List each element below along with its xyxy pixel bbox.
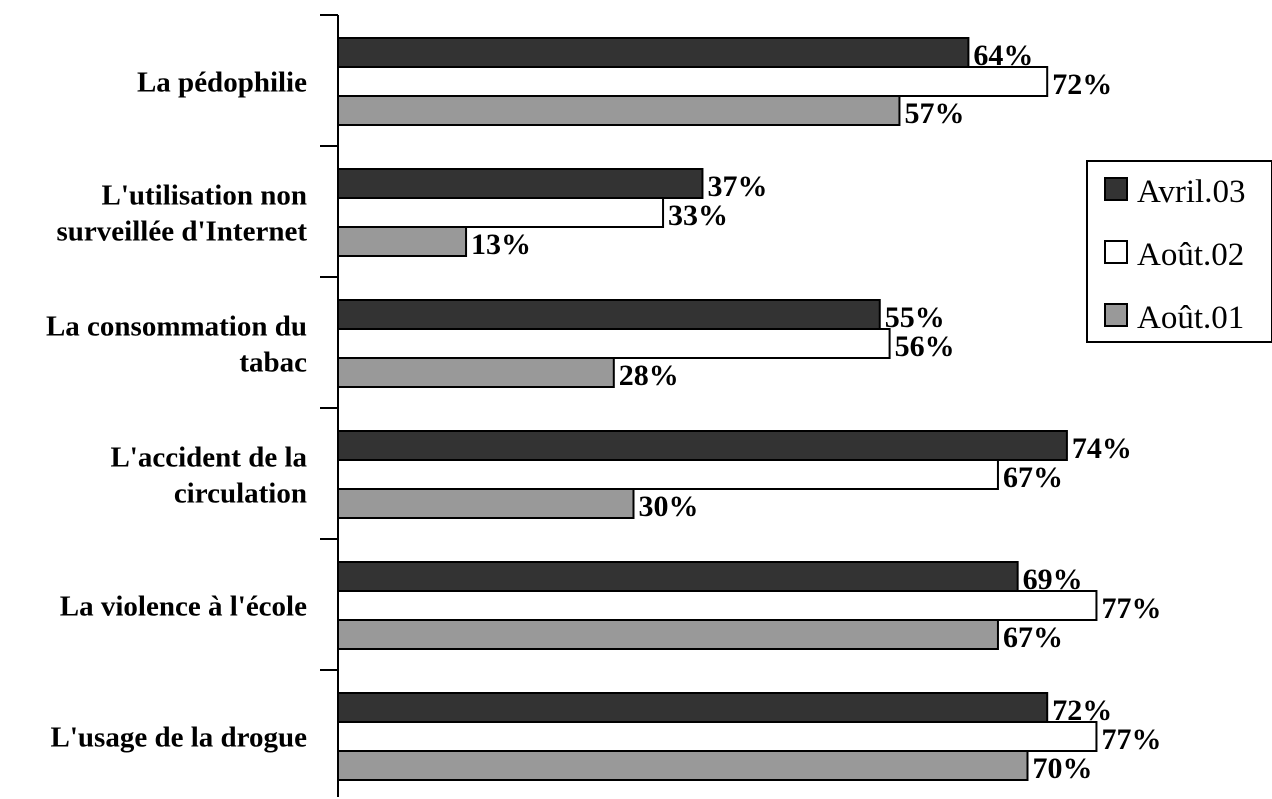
data-label: 72%	[1052, 68, 1112, 101]
bars: 64%72%57%37%33%13%55%56%28%74%67%30%69%7…	[337, 37, 1161, 785]
bar-avril-03	[337, 37, 970, 68]
bar-ao-t-01	[337, 226, 468, 257]
data-label: 13%	[471, 228, 531, 261]
category-label-line: L'utilisation non	[102, 180, 308, 212]
category-label-line: La consommation du	[46, 311, 307, 343]
data-label: 57%	[904, 97, 964, 130]
data-label: 67%	[1003, 461, 1063, 494]
bar-ao-t-01	[337, 488, 635, 519]
category-label: La violence à l'école	[60, 591, 307, 623]
bar-avril-03	[337, 561, 1019, 592]
category-label-line: tabac	[239, 347, 307, 379]
data-label: 55%	[885, 301, 945, 334]
category-label-line: La pédophilie	[137, 67, 307, 99]
bar-ao-t-02	[337, 66, 1049, 97]
legend-label: Août.01	[1137, 300, 1244, 336]
legend-label: Avril.03	[1137, 174, 1245, 210]
data-label: 56%	[895, 330, 955, 363]
data-label: 28%	[619, 359, 679, 392]
category-label: La consommation du tabac	[46, 311, 307, 379]
bar-ao-t-01	[337, 750, 1029, 781]
category-label: L'usage de la drogue	[51, 722, 308, 754]
category-label: L'utilisation non surveillée d'Internet	[57, 180, 308, 248]
bar-avril-03	[337, 430, 1068, 461]
category-label-line: L'accident de la	[110, 442, 307, 474]
bar-ao-t-02	[337, 590, 1098, 621]
legend-swatch	[1104, 240, 1128, 264]
category-label-line: La violence à l'école	[60, 591, 307, 623]
category-label: La pédophilie	[137, 67, 307, 99]
data-label: 37%	[707, 170, 767, 203]
data-label: 77%	[1101, 592, 1161, 625]
data-label: 33%	[668, 199, 728, 232]
category-labels: La pédophilie L'utilisation non surveillée…	[46, 67, 308, 754]
bar-avril-03	[337, 168, 704, 199]
category-label-line: surveillée d'Internet	[57, 216, 308, 248]
data-label: 67%	[1003, 621, 1063, 654]
legend-swatch	[1104, 303, 1128, 327]
data-label: 77%	[1101, 723, 1161, 756]
bar-avril-03	[337, 692, 1049, 723]
bar-ao-t-02	[337, 721, 1098, 752]
bar-ao-t-02	[337, 328, 891, 359]
legend-label: Août.02	[1137, 237, 1244, 273]
data-label: 70%	[1033, 752, 1093, 785]
y-axis	[320, 14, 339, 797]
legend: Avril.03 Août.02 Août.01	[1086, 160, 1272, 343]
bar-ao-t-02	[337, 459, 999, 490]
bar-ao-t-02	[337, 197, 665, 228]
bar-ao-t-01	[337, 95, 901, 126]
bar-ao-t-01	[337, 357, 615, 388]
bar-ao-t-01	[337, 619, 999, 650]
category-label-line: circulation	[174, 478, 307, 510]
data-label: 30%	[639, 490, 699, 523]
data-label: 74%	[1072, 432, 1132, 465]
category-label: L'accident de la circulation	[110, 442, 307, 510]
legend-swatch	[1104, 177, 1128, 201]
bar-avril-03	[337, 299, 881, 330]
category-label-line: L'usage de la drogue	[51, 722, 308, 754]
